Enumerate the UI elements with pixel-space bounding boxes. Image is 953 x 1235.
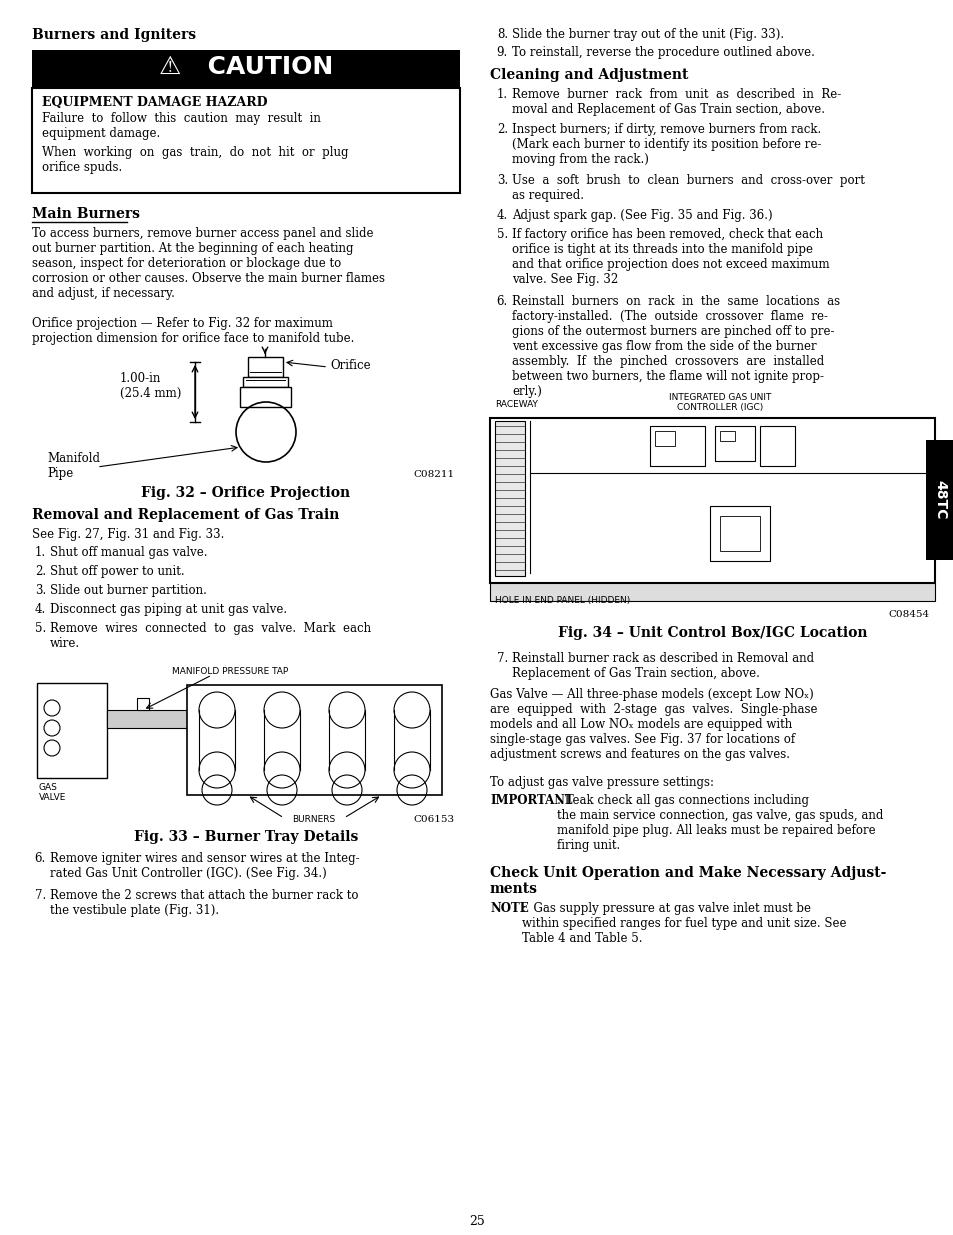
Text: Failure  to  follow  this  caution  may  result  in
equipment damage.: Failure to follow this caution may resul… xyxy=(42,112,320,140)
Text: See Fig. 27, Fig. 31 and Fig. 33.: See Fig. 27, Fig. 31 and Fig. 33. xyxy=(32,529,224,541)
Text: To reinstall, reverse the procedure outlined above.: To reinstall, reverse the procedure outl… xyxy=(512,46,814,59)
Text: EQUIPMENT DAMAGE HAZARD: EQUIPMENT DAMAGE HAZARD xyxy=(42,96,267,109)
Text: Slide out burner partition.: Slide out burner partition. xyxy=(50,584,207,597)
Text: Adjust spark gap. (See Fig. 35 and Fig. 36.): Adjust spark gap. (See Fig. 35 and Fig. … xyxy=(512,209,772,222)
Bar xyxy=(649,426,704,466)
Text: Gas Valve — All three-phase models (except Low NOₓ)
are  equipped  with  2-stage: Gas Valve — All three-phase models (exce… xyxy=(490,688,817,761)
Text: 1.: 1. xyxy=(35,546,46,559)
Text: 48TC: 48TC xyxy=(932,480,946,520)
Bar xyxy=(32,664,459,800)
Text: Main Burners: Main Burners xyxy=(32,207,140,221)
Text: Burners and Igniters: Burners and Igniters xyxy=(32,28,196,42)
Text: HOLE IN END PANEL (HIDDEN): HOLE IN END PANEL (HIDDEN) xyxy=(495,597,630,605)
Text: Use  a  soft  brush  to  clean  burners  and  cross-over  port
as required.: Use a soft brush to clean burners and cr… xyxy=(512,174,864,203)
Text: Fig. 34 – Unit Control Box/IGC Location: Fig. 34 – Unit Control Box/IGC Location xyxy=(558,626,866,640)
Text: Orifice projection — Refer to Fig. 32 for maximum
projection dimension for orifi: Orifice projection — Refer to Fig. 32 fo… xyxy=(32,317,354,345)
Text: ⚠   CAUTION: ⚠ CAUTION xyxy=(159,56,333,79)
Text: 1.: 1. xyxy=(497,88,507,101)
Text: To access burners, remove burner access panel and slide
out burner partition. At: To access burners, remove burner access … xyxy=(32,227,385,300)
Bar xyxy=(720,516,760,551)
Bar xyxy=(243,377,288,387)
Bar xyxy=(37,683,107,778)
Text: 2.: 2. xyxy=(35,564,46,578)
Text: Remove igniter wires and sensor wires at the Integ-
rated Gas Unit Controller (I: Remove igniter wires and sensor wires at… xyxy=(50,852,359,881)
Bar xyxy=(760,426,794,466)
Text: 2.: 2. xyxy=(497,124,507,136)
Text: When  working  on  gas  train,  do  not  hit  or  plug
orifice spuds.: When working on gas train, do not hit or… xyxy=(42,146,348,174)
Text: If factory orifice has been removed, check that each
orifice is tight at its thr: If factory orifice has been removed, che… xyxy=(512,228,829,287)
Text: C08211: C08211 xyxy=(414,471,455,479)
Text: GAS
VALVE: GAS VALVE xyxy=(39,783,67,803)
Text: Remove  wires  connected  to  gas  valve.  Mark  each
wire.: Remove wires connected to gas valve. Mar… xyxy=(50,622,371,650)
Text: :  Gas supply pressure at gas valve inlet must be
within specified ranges for fu: : Gas supply pressure at gas valve inlet… xyxy=(521,902,845,945)
Bar xyxy=(137,698,149,710)
Text: 3.: 3. xyxy=(497,174,507,186)
Text: Reinstall burner rack as described in Removal and
Replacement of Gas Train secti: Reinstall burner rack as described in Re… xyxy=(512,652,813,680)
Text: NOTE: NOTE xyxy=(490,902,528,915)
Bar xyxy=(655,431,675,446)
Text: 9.: 9. xyxy=(497,46,507,59)
Text: 25: 25 xyxy=(469,1215,484,1228)
Text: MANIFOLD PRESSURE TAP: MANIFOLD PRESSURE TAP xyxy=(172,667,288,676)
Text: 4.: 4. xyxy=(497,209,507,222)
Text: : Leak check all gas connections including
the main service connection, gas valv: : Leak check all gas connections includi… xyxy=(557,794,882,852)
Text: 1.00-in
(25.4 mm): 1.00-in (25.4 mm) xyxy=(120,372,181,400)
Text: Remove the 2 screws that attach the burner rack to
the vestibule plate (Fig. 31): Remove the 2 screws that attach the burn… xyxy=(50,889,358,918)
Bar xyxy=(925,440,953,559)
Text: To adjust gas valve pressure settings:: To adjust gas valve pressure settings: xyxy=(490,776,713,789)
Text: Inspect burners; if dirty, remove burners from rack.
(Mark each burner to identi: Inspect burners; if dirty, remove burner… xyxy=(512,124,821,165)
Text: Cleaning and Adjustment: Cleaning and Adjustment xyxy=(490,68,688,82)
Text: INTEGRATED GAS UNIT
CONTROLLER (IGC): INTEGRATED GAS UNIT CONTROLLER (IGC) xyxy=(668,393,770,412)
Text: Shut off manual gas valve.: Shut off manual gas valve. xyxy=(50,546,208,559)
Bar xyxy=(709,506,769,561)
Text: RACEWAY: RACEWAY xyxy=(495,400,537,409)
Text: C08454: C08454 xyxy=(888,610,929,619)
Text: Check Unit Operation and Make Necessary Adjust-
ments: Check Unit Operation and Make Necessary … xyxy=(490,866,885,897)
Text: Removal and Replacement of Gas Train: Removal and Replacement of Gas Train xyxy=(32,508,339,522)
Text: 6.: 6. xyxy=(497,295,507,308)
Text: Slide the burner tray out of the unit (Fig. 33).: Slide the burner tray out of the unit (F… xyxy=(512,28,783,41)
Text: 7.: 7. xyxy=(34,889,46,902)
Text: Disconnect gas piping at unit gas valve.: Disconnect gas piping at unit gas valve. xyxy=(50,603,287,616)
Bar xyxy=(490,583,934,601)
Bar xyxy=(32,88,459,193)
Text: Fig. 32 – Orifice Projection: Fig. 32 – Orifice Projection xyxy=(141,487,350,500)
Text: Orifice: Orifice xyxy=(330,359,370,372)
Bar xyxy=(490,417,934,583)
Text: IMPORTANT: IMPORTANT xyxy=(490,794,573,806)
Bar xyxy=(248,357,283,377)
Text: 7.: 7. xyxy=(497,652,507,664)
Bar xyxy=(495,421,524,576)
Text: 3.: 3. xyxy=(34,584,46,597)
Bar xyxy=(240,387,291,408)
Text: 8.: 8. xyxy=(497,28,507,41)
Text: 4.: 4. xyxy=(34,603,46,616)
Text: 5.: 5. xyxy=(34,622,46,635)
Bar xyxy=(32,49,459,88)
Bar xyxy=(714,426,754,461)
Bar xyxy=(720,431,734,441)
Text: Shut off power to unit.: Shut off power to unit. xyxy=(50,564,185,578)
Text: 6.: 6. xyxy=(34,852,46,864)
Text: Reinstall  burners  on  rack  in  the  same  locations  as
factory-installed.  (: Reinstall burners on rack in the same lo… xyxy=(512,295,840,398)
Text: C06153: C06153 xyxy=(414,815,455,824)
Text: BURNERS: BURNERS xyxy=(292,815,335,824)
Text: 5.: 5. xyxy=(497,228,507,241)
Bar xyxy=(187,685,441,795)
Bar xyxy=(107,710,192,727)
Text: Fig. 33 – Burner Tray Details: Fig. 33 – Burner Tray Details xyxy=(133,830,357,844)
Text: Manifold
Pipe: Manifold Pipe xyxy=(47,452,100,480)
Text: Remove  burner  rack  from  unit  as  described  in  Re-
moval and Replacement o: Remove burner rack from unit as describe… xyxy=(512,88,841,116)
